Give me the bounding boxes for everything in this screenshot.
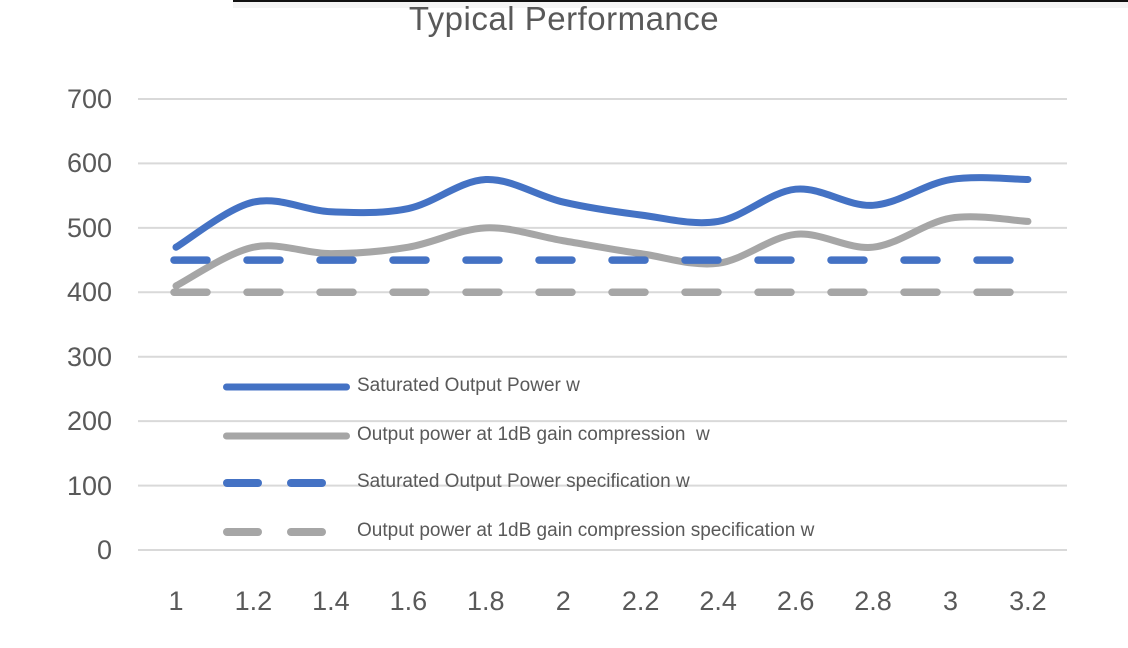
chart-title: Typical Performance xyxy=(408,0,720,37)
legend-label: Output power at 1dB gain compression w xyxy=(357,424,710,446)
y-axis-tick-label: 200 xyxy=(66,406,112,437)
x-axis-tick-label: 1.8 xyxy=(467,586,505,616)
legend-swatch-solid-line xyxy=(223,432,350,440)
legend-label: Output power at 1dB gain compression spe… xyxy=(357,520,815,542)
legend-swatch-dashed-line xyxy=(223,528,262,536)
series-line-0 xyxy=(172,174,1032,251)
legend-item: Saturated Output Power w xyxy=(0,375,1128,399)
x-axis-tick-label: 1.4 xyxy=(312,586,350,616)
y-axis-tick-label: 100 xyxy=(66,470,112,501)
legend-item: Saturated Output Power specification w xyxy=(0,471,1128,495)
x-axis-tick-label: 2.2 xyxy=(621,586,660,616)
x-axis-tick-label: 2.6 xyxy=(776,586,815,616)
legend-item: Output power at 1dB gain compression spe… xyxy=(0,520,1128,544)
y-axis-tick-label: 500 xyxy=(66,212,112,243)
legend-label: Saturated Output Power w xyxy=(357,375,580,397)
x-axis-tick-label: 2.8 xyxy=(854,586,892,616)
series-line-1 xyxy=(172,213,1032,290)
legend-swatch-dashed-line xyxy=(223,479,262,487)
legend-swatch-dashed-line xyxy=(287,528,326,536)
y-axis-tick-label: 600 xyxy=(66,148,112,179)
x-axis-tick-label: 1 xyxy=(168,586,184,616)
y-axis-tick-label: 300 xyxy=(66,341,112,372)
x-axis-tick-label: 1.6 xyxy=(389,586,428,616)
x-axis-tick-label: 1.2 xyxy=(234,586,273,616)
y-axis-tick-label: 400 xyxy=(66,277,112,308)
window-top-border xyxy=(233,0,1128,8)
x-axis-tick-label: 3.2 xyxy=(1009,586,1047,616)
y-axis-tick-label: 700 xyxy=(66,83,112,114)
x-axis-tick-label: 3 xyxy=(942,586,959,616)
x-axis-tick-label: 2.4 xyxy=(699,586,737,616)
legend-label: Saturated Output Power specification w xyxy=(357,471,690,493)
x-axis-tick-label: 2 xyxy=(555,586,571,616)
legend-swatch-solid-line xyxy=(223,383,350,391)
legend-swatch-dashed-line xyxy=(287,479,326,487)
legend-item: Output power at 1dB gain compression w xyxy=(0,424,1128,448)
y-axis-tick-label: 0 xyxy=(96,535,112,565)
